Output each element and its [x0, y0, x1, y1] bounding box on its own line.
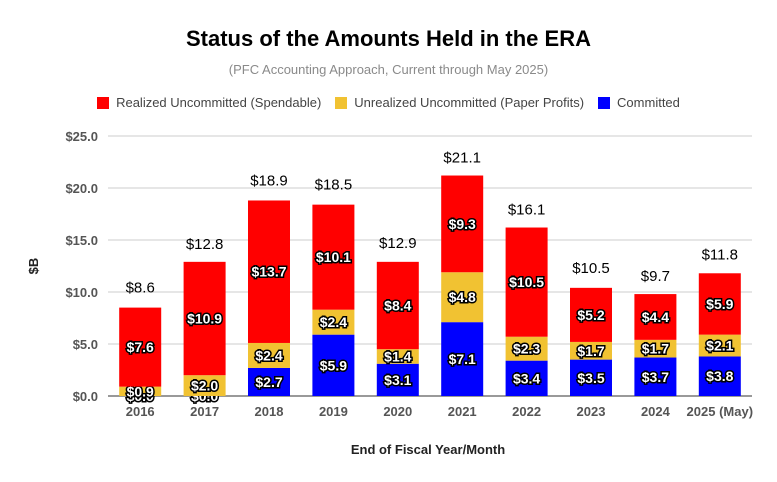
data-label-realized: $10.9: [187, 311, 222, 327]
bar-segment-committed: [505, 360, 548, 396]
total-label: $11.8: [702, 246, 738, 263]
data-label-committed: $3.4: [513, 370, 540, 386]
data-label-realized: $7.6: [127, 339, 154, 355]
legend-label-unrealized: Unrealized Uncommitted (Paper Profits): [354, 95, 585, 110]
legend-swatch-unrealized: [335, 96, 348, 109]
bar-segment-realized: [376, 261, 419, 350]
data-label-realized: $8.4: [384, 298, 411, 314]
x-tick-label: 2021: [448, 404, 477, 419]
bar-segment-realized: [183, 261, 226, 376]
data-label-realized: $13.7: [251, 264, 286, 280]
total-label: $12.8: [186, 236, 224, 253]
bar-segment-committed: [634, 357, 677, 396]
x-tick-label: 2018: [255, 404, 284, 419]
bar-segment-unrealized: [634, 339, 677, 358]
bar-segment-realized: [248, 200, 290, 343]
x-tick-label: 2024: [641, 404, 671, 419]
bar-segment-unrealized: [698, 334, 741, 357]
x-axis-title: End of Fiscal Year/Month: [351, 442, 505, 457]
bar-segment-realized: [570, 287, 612, 342]
bar-segment-unrealized: [441, 272, 484, 323]
data-label-unrealized: $2.4: [320, 314, 347, 330]
total-label: $18.5: [315, 177, 353, 194]
bar-segment-unrealized: [312, 309, 355, 335]
data-label-realized: $5.2: [577, 307, 604, 323]
y-tick-label: $10.0: [65, 285, 98, 300]
legend-swatch-committed: [598, 96, 611, 109]
bar-segment-committed: [441, 322, 484, 396]
bar-segment-committed: [312, 334, 355, 396]
bar-segment-realized: [119, 307, 162, 387]
y-axis-title: $B: [26, 258, 41, 275]
x-tick-label: 2022: [512, 404, 541, 419]
bar-segment-realized: [505, 227, 548, 337]
data-label-unrealized: $1.7: [577, 343, 604, 359]
bar-segment-committed: [376, 363, 419, 396]
legend-label-committed: Committed: [617, 95, 680, 110]
total-label: $12.9: [379, 235, 417, 252]
data-label-committed: $5.9: [320, 357, 347, 373]
data-label-committed: $3.8: [706, 368, 733, 384]
chart-title: Status of the Amounts Held in the ERA: [186, 26, 591, 51]
y-tick-label: $5.0: [73, 337, 98, 352]
y-tick-label: $25.0: [65, 129, 98, 144]
bar-segment-realized: [698, 273, 741, 335]
bar-segment-realized: [634, 294, 677, 340]
bar-segment-unrealized: [248, 342, 290, 368]
data-label-committed: $3.1: [384, 372, 411, 388]
data-label-realized: $10.1: [316, 249, 351, 265]
total-label: $10.5: [572, 260, 610, 277]
legend-item-committed: Committed: [598, 95, 680, 110]
bar-segment-unrealized: [183, 375, 226, 396]
x-tick-label: 2025 (May): [687, 404, 753, 419]
data-label-realized: $9.3: [449, 216, 476, 232]
x-tick-label: 2016: [126, 404, 155, 419]
x-tick-label: 2020: [383, 404, 412, 419]
y-tick-label: $20.0: [65, 181, 98, 196]
total-label: $16.1: [508, 202, 546, 219]
chart-subtitle: (PFC Accounting Approach, Current throug…: [228, 62, 549, 77]
data-label-unrealized: $4.8: [449, 289, 476, 305]
data-label-realized: $4.4: [642, 309, 669, 325]
y-tick-label: $0.0: [73, 389, 98, 404]
data-label-unrealized: $2.3: [513, 341, 540, 357]
data-label-unrealized: $2.1: [706, 338, 733, 354]
legend-label-realized: Realized Uncommitted (Spendable): [116, 95, 322, 110]
data-label-committed: $3.5: [577, 370, 604, 386]
bar-segment-realized: [441, 175, 484, 273]
data-label-committed: $3.7: [642, 369, 669, 385]
x-tick-label: 2023: [577, 404, 606, 419]
total-label: $8.6: [126, 280, 155, 297]
legend-swatch-realized: [97, 96, 110, 109]
data-label-unrealized: $1.4: [384, 348, 411, 364]
x-tick-label: 2017: [190, 404, 219, 419]
data-label-committed: $2.7: [255, 374, 282, 390]
legend-item-realized: Realized Uncommitted (Spendable): [97, 95, 321, 110]
y-tick-label: $15.0: [65, 233, 98, 248]
data-label-committed: $7.1: [449, 351, 476, 367]
bar-segment-unrealized: [119, 386, 162, 396]
bar-segment-unrealized: [505, 336, 548, 361]
bar-segment-realized: [312, 204, 355, 310]
data-label-unrealized: $2.0: [191, 378, 218, 394]
total-label: $21.1: [443, 150, 481, 167]
data-label-unrealized: $1.7: [642, 341, 669, 357]
total-label: $9.7: [641, 268, 670, 285]
bar-segment-committed: [248, 367, 290, 396]
bar-segment-unrealized: [376, 349, 419, 364]
bar-segment-committed: [698, 356, 741, 396]
chart-legend: Realized Uncommitted (Spendable) Unreali…: [0, 95, 777, 110]
data-label-unrealized: $2.4: [255, 347, 282, 363]
data-label-realized: $10.5: [509, 274, 544, 290]
total-label: $18.9: [250, 172, 288, 189]
x-tick-label: 2019: [319, 404, 348, 419]
data-label-realized: $5.9: [706, 296, 733, 312]
legend-item-unrealized: Unrealized Uncommitted (Paper Profits): [335, 95, 584, 110]
bar-segment-committed: [570, 359, 612, 396]
bar-segment-unrealized: [570, 341, 612, 360]
